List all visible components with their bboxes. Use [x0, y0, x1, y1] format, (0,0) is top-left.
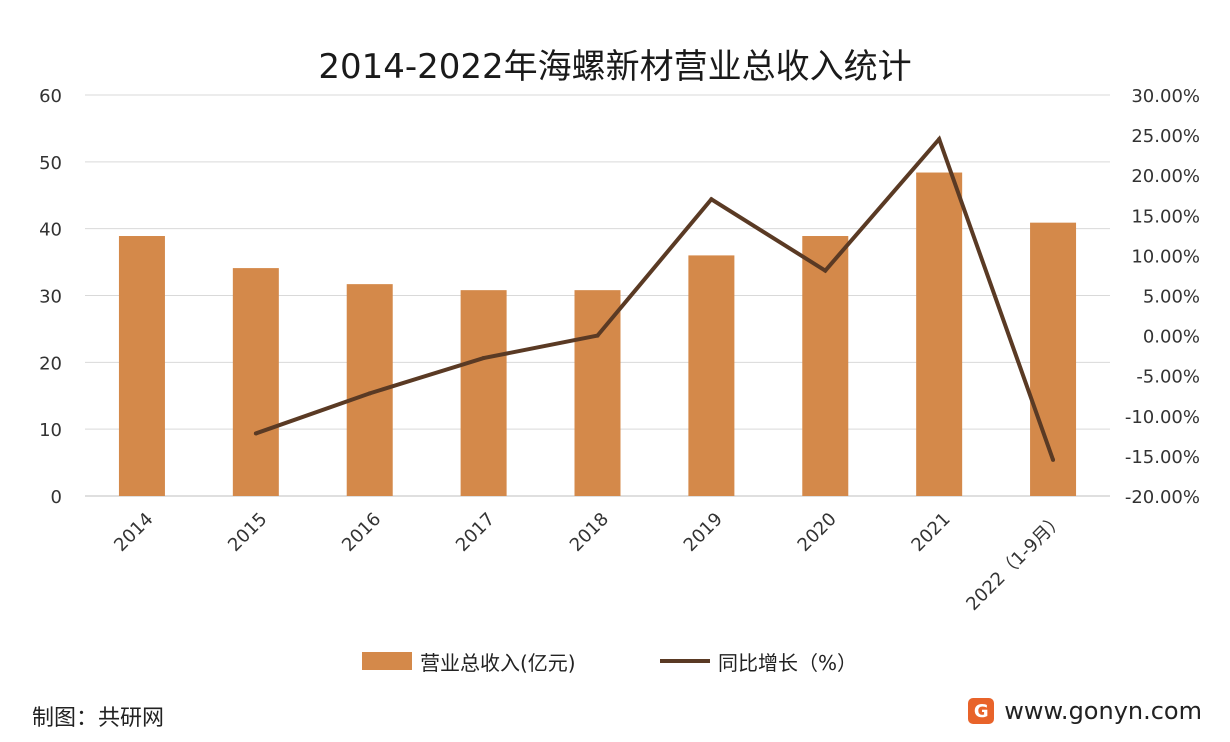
legend-label-line: 同比增长（%） [718, 651, 857, 675]
growth-point-2020 [823, 268, 828, 273]
growth-point-2015 [253, 431, 258, 436]
x-tick-label: 2022（1-9月） [962, 509, 1068, 615]
left-tick-label: 30 [39, 287, 62, 308]
right-tick-label: -10.00% [1125, 407, 1200, 428]
right-tick-label: -15.00% [1125, 447, 1200, 468]
bar-2021 [916, 172, 963, 496]
right-tick-label: -5.00% [1136, 367, 1200, 388]
bar-2022（1-9月） [1030, 222, 1077, 496]
x-tick-label: 2019 [680, 509, 727, 556]
chart-credit: 制图：共研网 [32, 706, 165, 731]
chart-title: 2014-2022年海螺新材营业总收入统计 [318, 47, 911, 87]
right-axis: -20.00% -15.00% -10.00% -5.00% 0.00% 5.00% 10.… [1125, 86, 1200, 508]
growth-point-2022（1-9月） [1051, 457, 1056, 462]
x-tick-label: 2021 [907, 509, 954, 556]
right-tick-label: 30.00% [1131, 86, 1200, 107]
left-tick-label: 0 [51, 487, 62, 508]
growth-point-2019 [709, 197, 714, 202]
bar-2014 [118, 236, 165, 497]
left-tick-label: 10 [39, 420, 62, 441]
right-tick-label: 5.00% [1143, 287, 1200, 308]
growth-line [255, 135, 1055, 461]
x-tick-label: 2016 [338, 509, 385, 556]
x-axis: 2014 2015 2016 2017 2018 2019 2020 2021 2022（1-9… [110, 509, 1068, 615]
site-url[interactable]: G www.gonyn.com [968, 697, 1202, 725]
left-tick-label: 40 [39, 220, 62, 241]
right-tick-label: 0.00% [1143, 327, 1200, 348]
x-tick-label: 2020 [794, 509, 841, 556]
legend-swatch-bar [362, 652, 412, 670]
x-tick-label: 2017 [452, 509, 499, 556]
x-tick-label: 2018 [566, 509, 613, 556]
legend: 营业总收入(亿元) 同比增长（%） [362, 651, 857, 675]
x-tick-label: 2014 [110, 509, 157, 556]
line-series [253, 135, 1056, 462]
bar-2020 [802, 236, 849, 497]
left-tick-label: 20 [39, 353, 62, 374]
bar-2017 [460, 290, 507, 496]
right-tick-label: 25.00% [1131, 126, 1200, 147]
bar-2019 [688, 255, 735, 496]
growth-point-2021 [937, 137, 942, 142]
right-tick-label: 10.00% [1131, 246, 1200, 267]
left-axis: 0 10 20 30 40 50 60 [39, 86, 62, 508]
right-tick-label: -20.00% [1125, 487, 1200, 508]
growth-point-2017 [481, 356, 486, 361]
right-tick-label: 20.00% [1131, 166, 1200, 187]
bar-2015 [232, 268, 279, 496]
bar-2018 [574, 290, 621, 496]
bar-series [118, 172, 1077, 497]
left-tick-label: 50 [39, 153, 62, 174]
legend-label-bar: 营业总收入(亿元) [420, 651, 576, 675]
growth-point-2016 [367, 391, 372, 396]
gonyn-logo-icon: G [968, 698, 995, 724]
right-tick-label: 15.00% [1131, 206, 1200, 227]
growth-point-2018 [595, 333, 600, 338]
site-url-text: www.gonyn.com [1004, 697, 1202, 725]
x-tick-label: 2015 [224, 509, 271, 556]
left-tick-label: 60 [39, 86, 62, 107]
